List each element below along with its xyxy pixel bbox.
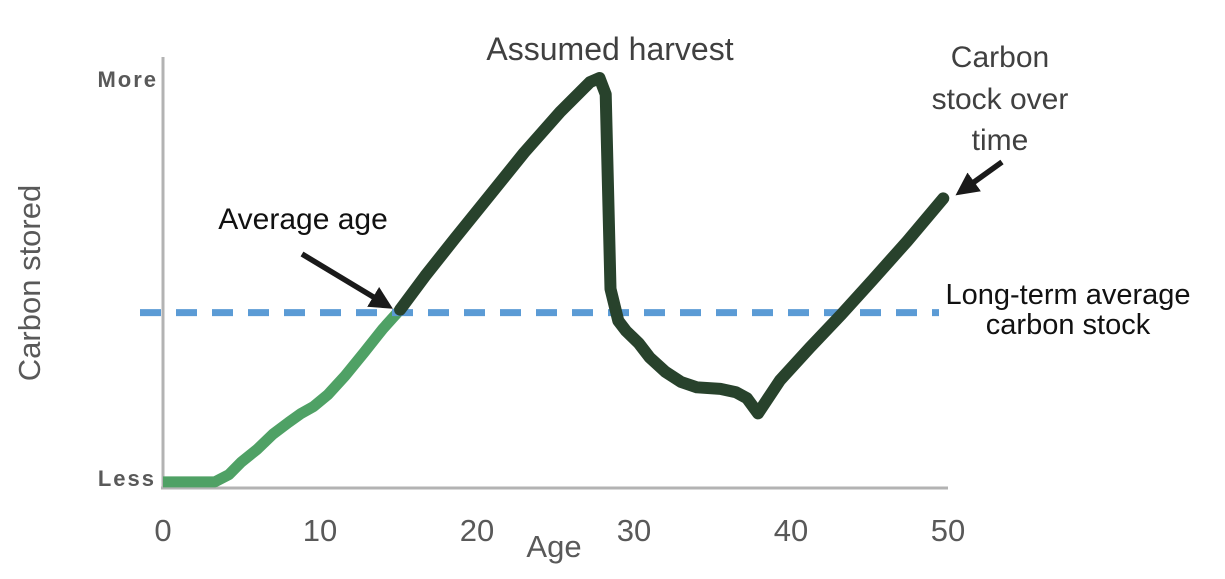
carbon-stock-label-line1: Carbon xyxy=(951,41,1049,74)
assumed-harvest-label: Assumed harvest xyxy=(486,31,733,67)
carbon-curve-mature-segment xyxy=(394,72,950,420)
x-tick-label-30: 30 xyxy=(617,513,651,548)
average-age-arrow-icon xyxy=(300,251,393,309)
long-term-average-label-line2: carbon stock xyxy=(986,309,1151,341)
carbon-stock-label-line3: time xyxy=(972,124,1029,157)
x-tick-label-10: 10 xyxy=(303,513,337,548)
carbon-stock-label-line2: stock over xyxy=(932,83,1069,116)
y-axis-more-label: More xyxy=(97,67,158,92)
carbon-curve-young-segment xyxy=(163,306,405,488)
average-age-label: Average age xyxy=(218,203,388,236)
long-term-average-label-line1: Long-term average xyxy=(945,279,1190,311)
y-axis-title: Carbon stored xyxy=(12,185,47,381)
y-axis-less-label: Less xyxy=(98,466,156,491)
x-tick-label-0: 0 xyxy=(154,513,171,548)
x-tick-label-20: 20 xyxy=(460,513,494,548)
x-axis-title: Age xyxy=(526,529,581,564)
x-tick-label-50: 50 xyxy=(931,513,965,548)
x-tick-label-40: 40 xyxy=(774,513,808,548)
carbon-stock-arrow-icon xyxy=(955,159,1004,196)
